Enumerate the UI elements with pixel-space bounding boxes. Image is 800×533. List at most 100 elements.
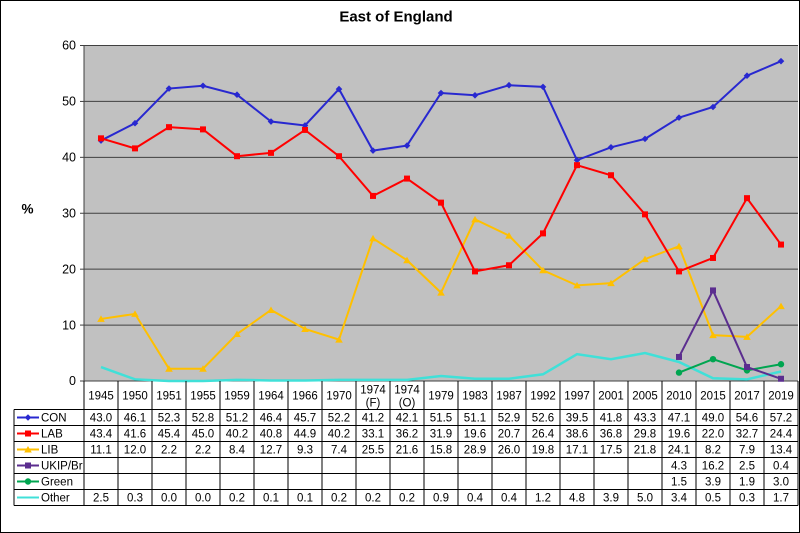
svg-text:31.9: 31.9	[430, 429, 452, 441]
svg-text:1987: 1987	[496, 391, 522, 403]
svg-text:28.9: 28.9	[464, 445, 486, 457]
svg-text:24.4: 24.4	[770, 429, 793, 441]
svg-text:21.8: 21.8	[634, 445, 656, 457]
svg-text:17.1: 17.1	[566, 445, 588, 457]
svg-text:9.3: 9.3	[297, 445, 313, 457]
svg-text:19.6: 19.6	[668, 429, 690, 441]
svg-text:2010: 2010	[666, 391, 692, 403]
svg-text:0.1: 0.1	[297, 493, 313, 505]
svg-text:3.0: 3.0	[773, 477, 789, 489]
svg-text:54.6: 54.6	[736, 413, 758, 425]
svg-text:19.6: 19.6	[464, 429, 486, 441]
svg-text:8.4: 8.4	[229, 445, 246, 457]
svg-text:%: %	[21, 202, 33, 217]
svg-text:40.2: 40.2	[226, 429, 248, 441]
svg-text:3.9: 3.9	[603, 493, 619, 505]
svg-text:(O): (O)	[399, 398, 416, 410]
svg-text:43.4: 43.4	[90, 429, 113, 441]
svg-text:52.2: 52.2	[328, 413, 350, 425]
svg-text:3.9: 3.9	[705, 477, 721, 489]
svg-text:(F): (F)	[366, 398, 381, 410]
svg-text:1992: 1992	[530, 391, 556, 403]
svg-text:4.8: 4.8	[569, 493, 585, 505]
svg-text:2001: 2001	[598, 391, 624, 403]
svg-text:8.2: 8.2	[705, 445, 721, 457]
svg-text:10: 10	[62, 318, 76, 332]
svg-text:45.7: 45.7	[294, 413, 316, 425]
svg-text:13.4: 13.4	[770, 445, 793, 457]
svg-text:2015: 2015	[700, 391, 726, 403]
svg-text:2.5: 2.5	[93, 493, 109, 505]
svg-text:42.1: 42.1	[396, 413, 418, 425]
svg-text:30: 30	[62, 206, 76, 220]
svg-text:22.0: 22.0	[702, 429, 724, 441]
svg-text:51.5: 51.5	[430, 413, 452, 425]
svg-text:0: 0	[69, 374, 76, 388]
svg-text:0.2: 0.2	[229, 493, 245, 505]
svg-text:0.2: 0.2	[365, 493, 381, 505]
svg-text:52.6: 52.6	[532, 413, 554, 425]
svg-text:1964: 1964	[258, 391, 284, 403]
svg-text:East of England: East of England	[339, 8, 452, 25]
svg-text:5.0: 5.0	[637, 493, 653, 505]
svg-text:12.7: 12.7	[260, 445, 282, 457]
svg-text:1966: 1966	[292, 391, 318, 403]
svg-text:LIB: LIB	[41, 445, 59, 457]
svg-text:45.0: 45.0	[192, 429, 214, 441]
svg-text:51.2: 51.2	[226, 413, 248, 425]
svg-text:0.0: 0.0	[195, 493, 211, 505]
svg-text:1.9: 1.9	[739, 477, 755, 489]
svg-text:49.0: 49.0	[702, 413, 724, 425]
svg-text:21.6: 21.6	[396, 445, 418, 457]
svg-text:19.8: 19.8	[532, 445, 554, 457]
svg-text:7.9: 7.9	[739, 445, 755, 457]
svg-text:0.2: 0.2	[399, 493, 415, 505]
svg-text:0.1: 0.1	[263, 493, 279, 505]
svg-text:1955: 1955	[190, 391, 216, 403]
svg-text:43.0: 43.0	[90, 413, 112, 425]
svg-text:20: 20	[62, 262, 76, 276]
svg-text:38.6: 38.6	[566, 429, 588, 441]
svg-text:40: 40	[62, 151, 76, 165]
svg-text:46.1: 46.1	[124, 413, 146, 425]
svg-text:52.9: 52.9	[498, 413, 520, 425]
svg-text:52.8: 52.8	[192, 413, 214, 425]
svg-text:29.8: 29.8	[634, 429, 656, 441]
svg-text:32.7: 32.7	[736, 429, 758, 441]
svg-text:1.2: 1.2	[535, 493, 551, 505]
svg-text:46.4: 46.4	[260, 413, 283, 425]
svg-text:11.1: 11.1	[90, 445, 112, 457]
svg-text:40.2: 40.2	[328, 429, 350, 441]
svg-text:2005: 2005	[632, 391, 658, 403]
svg-text:1951: 1951	[156, 391, 182, 403]
svg-text:47.1: 47.1	[668, 413, 690, 425]
svg-text:1.5: 1.5	[671, 477, 687, 489]
svg-text:1950: 1950	[122, 391, 148, 403]
svg-text:43.3: 43.3	[634, 413, 656, 425]
svg-text:41.6: 41.6	[124, 429, 146, 441]
svg-text:33.1: 33.1	[362, 429, 384, 441]
svg-text:3.4: 3.4	[671, 493, 688, 505]
svg-text:57.2: 57.2	[770, 413, 792, 425]
svg-text:2019: 2019	[768, 391, 794, 403]
svg-text:44.9: 44.9	[294, 429, 316, 441]
svg-text:1983: 1983	[462, 391, 488, 403]
svg-text:51.1: 51.1	[464, 413, 486, 425]
svg-text:CON: CON	[41, 413, 67, 425]
svg-text:1945: 1945	[88, 391, 114, 403]
svg-text:0.9: 0.9	[433, 493, 449, 505]
svg-text:26.4: 26.4	[532, 429, 555, 441]
svg-text:15.8: 15.8	[430, 445, 452, 457]
svg-text:41.2: 41.2	[362, 413, 384, 425]
svg-text:1974: 1974	[360, 385, 386, 397]
svg-text:2.2: 2.2	[195, 445, 211, 457]
svg-text:0.4: 0.4	[773, 461, 790, 473]
svg-text:17.5: 17.5	[600, 445, 622, 457]
svg-text:2.5: 2.5	[739, 461, 755, 473]
svg-text:39.5: 39.5	[566, 413, 588, 425]
svg-text:60: 60	[62, 39, 76, 53]
svg-text:20.7: 20.7	[498, 429, 520, 441]
svg-text:2.2: 2.2	[161, 445, 177, 457]
svg-text:26.0: 26.0	[498, 445, 520, 457]
svg-text:40.8: 40.8	[260, 429, 282, 441]
